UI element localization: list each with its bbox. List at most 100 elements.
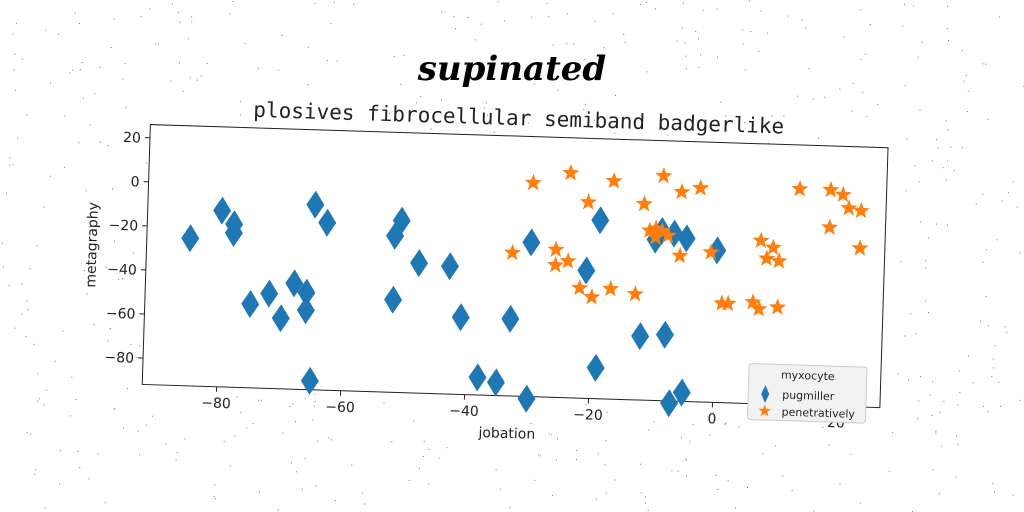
noise-dot bbox=[700, 54, 702, 56]
noise-dot bbox=[938, 493, 940, 495]
noise-dot bbox=[783, 115, 785, 117]
point-penetratively bbox=[750, 300, 768, 317]
noise-dot bbox=[304, 458, 306, 460]
noise-dot bbox=[716, 130, 718, 132]
noise-dot bbox=[822, 426, 824, 428]
noise-dot bbox=[464, 411, 466, 413]
noise-dot bbox=[416, 102, 417, 104]
noise-dot bbox=[986, 249, 987, 251]
noise-dot bbox=[906, 138, 908, 140]
noise-dot bbox=[14, 327, 16, 329]
point-penetratively bbox=[692, 179, 710, 196]
noise-dot bbox=[213, 495, 215, 497]
noise-dot bbox=[21, 58, 23, 60]
noise-dot bbox=[191, 21, 193, 23]
noise-dot bbox=[100, 141, 102, 143]
noise-dot bbox=[26, 300, 28, 302]
noise-dot bbox=[229, 465, 231, 467]
noise-dot bbox=[936, 139, 938, 141]
noise-dot bbox=[939, 411, 941, 413]
noise-dot bbox=[860, 58, 862, 60]
noise-dot bbox=[118, 279, 120, 280]
noise-dot bbox=[958, 370, 960, 372]
noise-dot bbox=[29, 268, 31, 270]
noise-dot bbox=[178, 21, 180, 23]
legend: myxocyte pugmiller penetratively bbox=[747, 363, 868, 424]
noise-dot bbox=[548, 433, 550, 435]
noise-dot bbox=[998, 381, 1000, 383]
noise-dot bbox=[716, 8, 718, 10]
noise-dot bbox=[282, 432, 284, 434]
noise-dot bbox=[928, 237, 930, 239]
noise-dot bbox=[681, 27, 683, 29]
noise-dot bbox=[975, 203, 977, 205]
point-pugmiller bbox=[300, 366, 319, 395]
noise-dot bbox=[538, 454, 540, 456]
noise-dot bbox=[812, 98, 814, 100]
noise-dot bbox=[921, 41, 923, 43]
noise-dot bbox=[982, 193, 984, 195]
noise-dot bbox=[1012, 494, 1014, 496]
noise-dot bbox=[791, 490, 793, 492]
y-tick-label: −20 bbox=[108, 218, 138, 235]
noise-dot bbox=[985, 63, 987, 65]
noise-dot bbox=[240, 100, 242, 102]
noise-dot bbox=[500, 122, 502, 124]
noise-dot bbox=[866, 116, 868, 118]
noise-dot bbox=[682, 2, 684, 4]
noise-dot bbox=[935, 223, 937, 225]
noise-dot bbox=[178, 62, 180, 64]
noise-dot bbox=[908, 379, 909, 381]
noise-dot bbox=[987, 118, 989, 120]
noise-dot bbox=[702, 10, 704, 12]
noise-dot bbox=[698, 66, 700, 68]
noise-dot bbox=[797, 95, 798, 97]
noise-dot bbox=[912, 5, 914, 7]
noise-dot bbox=[681, 437, 682, 439]
noise-dot bbox=[957, 404, 959, 406]
noise-dot bbox=[46, 389, 48, 391]
noise-dot bbox=[987, 411, 989, 413]
noise-dot bbox=[26, 431, 28, 433]
noise-dot bbox=[8, 284, 10, 286]
noise-dot bbox=[915, 333, 917, 335]
noise-dot bbox=[79, 69, 81, 71]
noise-dot bbox=[44, 507, 46, 509]
noise-dot bbox=[171, 3, 173, 5]
noise-dot bbox=[26, 114, 28, 116]
noise-dot bbox=[597, 453, 599, 455]
noise-dot bbox=[1019, 399, 1021, 401]
noise-dot bbox=[58, 33, 59, 35]
noise-dot bbox=[904, 84, 906, 86]
noise-dot bbox=[125, 107, 127, 108]
noise-dot bbox=[900, 261, 902, 263]
noise-dot bbox=[112, 188, 113, 190]
data-points bbox=[181, 164, 870, 418]
noise-dot bbox=[296, 471, 298, 473]
noise-dot bbox=[21, 283, 23, 285]
legend-label-penetratively: penetratively bbox=[781, 406, 855, 421]
point-penetratively bbox=[719, 294, 737, 312]
noise-dot bbox=[677, 470, 679, 472]
noise-dot bbox=[119, 271, 121, 273]
noise-dot bbox=[775, 445, 777, 447]
noise-dot bbox=[965, 74, 967, 76]
noise-dot bbox=[497, 0, 499, 2]
noise-dot bbox=[151, 415, 153, 417]
noise-dot bbox=[428, 449, 430, 450]
noise-dot bbox=[929, 394, 931, 396]
noise-dot bbox=[480, 23, 482, 25]
noise-dot bbox=[88, 478, 90, 480]
noise-dot bbox=[455, 28, 457, 29]
noise-dot bbox=[918, 400, 920, 402]
point-penetratively bbox=[851, 239, 869, 256]
noise-dot bbox=[685, 55, 687, 57]
noise-dot bbox=[214, 498, 216, 500]
point-penetratively bbox=[671, 246, 689, 264]
noise-dot bbox=[70, 415, 72, 417]
noise-dot bbox=[980, 320, 981, 322]
noise-dot bbox=[353, 4, 355, 6]
y-axis-ticks: 20 0 −20 −40 −60 −80 bbox=[104, 130, 150, 367]
noise-dot bbox=[441, 99, 442, 101]
point-penetratively bbox=[764, 238, 782, 256]
